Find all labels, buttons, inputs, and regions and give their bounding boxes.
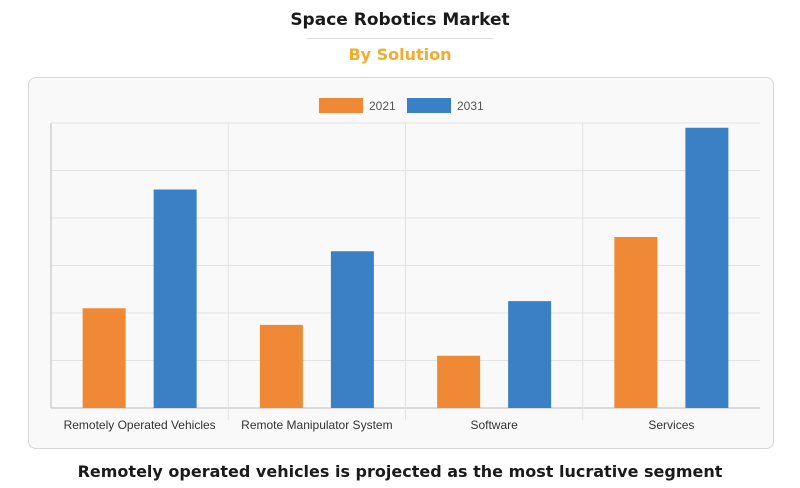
legend-label-2031: 2031 bbox=[457, 99, 484, 113]
x-tick-label: Remote Manipulator System bbox=[241, 418, 392, 432]
chart-card: Remotely Operated Vehicles Remote Manipul… bbox=[28, 77, 774, 449]
legend-label-2021: 2021 bbox=[369, 99, 396, 113]
legend-swatch-2031 bbox=[407, 98, 451, 113]
bar-2021-2 bbox=[259, 324, 303, 408]
bar-2031-3 bbox=[508, 301, 552, 408]
chart-caption: Remotely operated vehicles is projected … bbox=[77, 462, 723, 481]
x-tick-label: Services bbox=[648, 418, 694, 432]
x-tick-label: Software bbox=[470, 418, 518, 432]
bar-2031-1 bbox=[153, 189, 197, 408]
bar-2021-3 bbox=[437, 355, 481, 408]
bar-chart: Remotely Operated Vehicles Remote Manipul… bbox=[50, 98, 760, 432]
chart-subtitle: By Solution bbox=[348, 45, 452, 64]
bar-2031-2 bbox=[330, 251, 374, 408]
x-tick-label: Remotely Operated Vehicles bbox=[64, 418, 216, 432]
bar-2021-4 bbox=[614, 237, 658, 408]
title-divider bbox=[307, 38, 493, 39]
bar-2021-1 bbox=[82, 308, 126, 408]
legend-swatch-2021 bbox=[319, 98, 363, 113]
chart-title: Space Robotics Market bbox=[290, 10, 510, 30]
bar-2031-4 bbox=[685, 127, 729, 408]
